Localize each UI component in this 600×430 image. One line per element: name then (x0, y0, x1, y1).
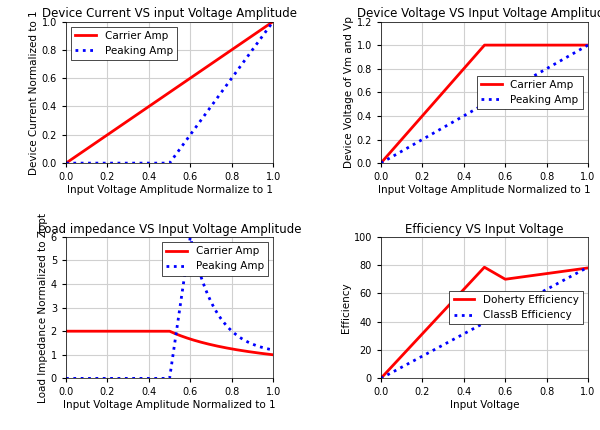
Legend: Carrier Amp, Peaking Amp: Carrier Amp, Peaking Amp (163, 242, 268, 276)
ClassB Efficiency (461, 331, 468, 336)
ClassB Efficiency (469, 327, 476, 332)
Carrier Amp (469, 57, 476, 62)
Peaking Amp (62, 160, 70, 166)
Line: Peaking Amp: Peaking Amp (66, 22, 273, 163)
Carrier Amp (154, 98, 161, 103)
ClassB Efficiency (584, 264, 592, 270)
Doherty Efficiency (543, 271, 550, 276)
Carrier Amp (520, 43, 527, 48)
Carrier Amp (146, 329, 154, 334)
Doherty Efficiency (469, 278, 476, 283)
Title: Device Current VS input Voltage Amplitude: Device Current VS input Voltage Amplitud… (42, 7, 297, 20)
Doherty Efficiency (398, 353, 406, 358)
Y-axis label: Efficiency: Efficiency (341, 282, 350, 333)
Peaking Amp (520, 80, 527, 85)
Carrier Amp (543, 43, 550, 48)
Doherty Efficiency (481, 265, 488, 270)
X-axis label: Input Voltage: Input Voltage (449, 400, 519, 410)
Line: Peaking Amp: Peaking Amp (66, 237, 273, 378)
Peaking Amp (62, 376, 70, 381)
Carrier Amp (584, 43, 592, 48)
Y-axis label: Device Current Normalized to 1: Device Current Normalized to 1 (29, 10, 39, 175)
Line: Carrier Amp: Carrier Amp (381, 45, 588, 163)
Carrier Amp (62, 160, 70, 166)
Title: Efficiency VS Input Voltage: Efficiency VS Input Voltage (405, 223, 563, 236)
Carrier Amp (398, 136, 406, 141)
Doherty Efficiency (461, 286, 468, 291)
Peaking Amp (542, 66, 550, 71)
ClassB Efficiency (398, 365, 406, 370)
Carrier Amp (269, 352, 277, 357)
Peaking Amp (154, 376, 161, 381)
Carrier Amp (83, 329, 91, 334)
Peaking Amp (269, 347, 277, 353)
Carrier Amp (461, 65, 468, 70)
Carrier Amp (224, 50, 231, 55)
Peaking Amp (224, 324, 232, 329)
Peaking Amp (461, 113, 468, 118)
Carrier Amp (224, 346, 231, 351)
Peaking Amp (398, 148, 406, 154)
Carrier Amp (154, 329, 161, 334)
Peaking Amp (377, 160, 385, 166)
X-axis label: Input Voltage Amplitude Normalized to 1: Input Voltage Amplitude Normalized to 1 (63, 400, 276, 410)
Carrier Amp (62, 329, 70, 334)
Line: Carrier Amp: Carrier Amp (66, 331, 273, 355)
Line: Doherty Efficiency: Doherty Efficiency (381, 267, 588, 378)
X-axis label: Input Voltage Amplitude Normalize to 1: Input Voltage Amplitude Normalize to 1 (67, 185, 272, 195)
Carrier Amp (269, 19, 277, 24)
Carrier Amp (227, 346, 235, 351)
Peaking Amp (154, 160, 161, 166)
Carrier Amp (227, 48, 235, 53)
Legend: Carrier Amp, Peaking Amp: Carrier Amp, Peaking Amp (477, 76, 583, 109)
Peaking Amp (269, 19, 277, 24)
Title: Load impedance VS Input Voltage Amplitude: Load impedance VS Input Voltage Amplitud… (38, 223, 301, 236)
Line: Peaking Amp: Peaking Amp (381, 45, 588, 163)
Line: ClassB Efficiency: ClassB Efficiency (381, 267, 588, 378)
X-axis label: Input Voltage Amplitude Normalized to 1: Input Voltage Amplitude Normalized to 1 (378, 185, 591, 195)
Legend: Carrier Amp, Peaking Amp: Carrier Amp, Peaking Amp (71, 27, 177, 60)
Carrier Amp (205, 341, 212, 347)
Line: Carrier Amp: Carrier Amp (66, 22, 273, 163)
Doherty Efficiency (377, 376, 385, 381)
Peaking Amp (539, 68, 546, 74)
Peaking Amp (584, 43, 592, 48)
Doherty Efficiency (520, 274, 527, 280)
ClassB Efficiency (520, 299, 527, 304)
Carrier Amp (146, 103, 154, 108)
Y-axis label: Load Impedance Normalized to Zopt: Load Impedance Normalized to Zopt (38, 212, 48, 402)
Peaking Amp (205, 108, 212, 113)
Title: Device Voltage VS Input Voltage Amplitude: Device Voltage VS Input Voltage Amplitud… (357, 7, 600, 20)
Carrier Amp (205, 63, 212, 68)
Carrier Amp (377, 160, 385, 166)
Y-axis label: Device Voltage of Vm and Vp: Device Voltage of Vm and Vp (344, 16, 353, 168)
ClassB Efficiency (542, 287, 550, 292)
Peaking Amp (228, 328, 235, 333)
Peaking Amp (227, 76, 235, 81)
Carrier Amp (83, 146, 91, 151)
Peaking Amp (187, 235, 194, 240)
Peaking Amp (224, 81, 231, 86)
Peaking Amp (83, 376, 91, 381)
Peaking Amp (205, 294, 212, 299)
Peaking Amp (469, 108, 476, 114)
Carrier Amp (481, 43, 488, 48)
ClassB Efficiency (377, 376, 385, 381)
Peaking Amp (146, 376, 154, 381)
ClassB Efficiency (539, 289, 546, 294)
Peaking Amp (83, 160, 91, 166)
Doherty Efficiency (584, 265, 592, 270)
Doherty Efficiency (539, 272, 546, 277)
Peaking Amp (146, 160, 154, 166)
Legend: Doherty Efficiency, ClassB Efficiency: Doherty Efficiency, ClassB Efficiency (449, 291, 583, 324)
Carrier Amp (539, 43, 546, 48)
